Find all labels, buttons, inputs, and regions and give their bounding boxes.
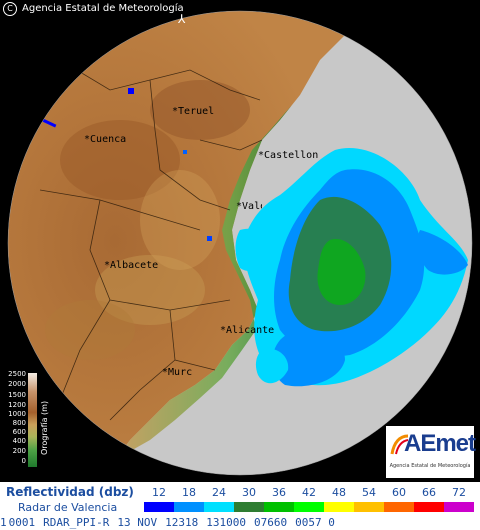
scale-level-label: 72 — [452, 486, 466, 499]
scale-level-swatch — [144, 502, 174, 512]
scale-level-label: 12 — [152, 486, 166, 499]
scale-level-swatch — [414, 502, 444, 512]
city-label-cuenca[interactable]: *Cuenca — [84, 134, 127, 145]
city-label-murcia[interactable]: *Murcia — [162, 367, 192, 378]
oro-tick: 2000 — [8, 380, 26, 388]
scale-level-swatch — [354, 502, 384, 512]
scale-level-label: 36 — [272, 486, 286, 499]
precipitation-echoes — [235, 148, 468, 387]
scale-level-swatch — [264, 502, 294, 512]
reflectivity-legend: Reflectividad (dbz) Radar de Valencia 12… — [0, 482, 480, 515]
scale-level-swatch — [384, 502, 414, 512]
aemet-logo: AEmet Agencia Estatal de Meteorología — [386, 426, 476, 478]
status-product: RDAR_PPI-R — [43, 516, 110, 529]
scale-level-swatch — [324, 502, 354, 512]
status-time: 131000 — [206, 516, 246, 529]
copyright-icon: C — [3, 2, 17, 16]
city-label-teruel[interactable]: *Teruel — [172, 106, 215, 117]
oro-tick: 400 — [12, 437, 26, 445]
scale-level-label: 24 — [212, 486, 226, 499]
orography-legend: 2500 2000 1500 1200 1000 800 600 400 200… — [2, 370, 58, 470]
scale-level-label: 66 — [422, 486, 436, 499]
scale-level-label: 60 — [392, 486, 406, 499]
oro-tick: 1500 — [8, 391, 26, 399]
city-label-valencia[interactable]: *Valencia — [236, 201, 262, 212]
scale-level-label: 54 — [362, 486, 376, 499]
radar-map — [7, 10, 473, 476]
scale-level-label: 42 — [302, 486, 316, 499]
oro-tick: 600 — [12, 428, 26, 436]
oro-tick: 800 — [12, 419, 26, 427]
land-area — [8, 11, 360, 475]
logo-subtitle: Agencia Estatal de Meteorología — [389, 463, 471, 469]
logo-arc-icon — [390, 434, 409, 455]
city-label-albacete[interactable]: *Albacete — [104, 260, 159, 271]
scale-level-swatch — [294, 502, 324, 512]
agency-credit: Agencia Estatal de Meteorología — [22, 3, 184, 14]
scale-level-swatch — [234, 502, 264, 512]
status-code1: 12318 — [165, 516, 199, 529]
orography-label: Orografía (m) — [40, 400, 49, 455]
status-code3: 0057 0 — [295, 516, 335, 529]
scale-level-swatch — [174, 502, 204, 512]
wind-barb-icon: ⅄ — [178, 12, 186, 26]
status-date: 13 NOV — [117, 516, 158, 529]
oro-tick: 2500 — [8, 370, 26, 378]
status-code2: 07660 — [253, 516, 288, 529]
oro-tick: 200 — [12, 447, 26, 455]
scale-level-label: 30 — [242, 486, 256, 499]
oro-tick: 1000 — [8, 410, 26, 418]
city-label-alicante[interactable]: *Alicante — [220, 325, 275, 336]
oro-tick: 0 — [21, 457, 26, 465]
legend-subtitle: Radar de Valencia — [18, 501, 118, 514]
status-id: 0001 — [8, 516, 36, 529]
scale-level-swatch — [444, 502, 474, 512]
status-bar: 1 0001 RDAR_PPI-R 13 NOV 12318 131000 07660 005… — [0, 515, 480, 530]
scale-level-label: 18 — [182, 486, 196, 499]
oro-tick: 1200 — [8, 401, 26, 409]
orography-color-bar — [28, 373, 37, 467]
logo-wordmark: AEmet — [404, 430, 476, 457]
legend-title: Reflectividad (dbz) — [6, 485, 134, 499]
status-index: 1 — [0, 516, 7, 529]
scale-level-label: 48 — [332, 486, 346, 499]
city-label-castellon[interactable]: *Castellon — [258, 150, 319, 161]
scale-level-swatch — [204, 502, 234, 512]
